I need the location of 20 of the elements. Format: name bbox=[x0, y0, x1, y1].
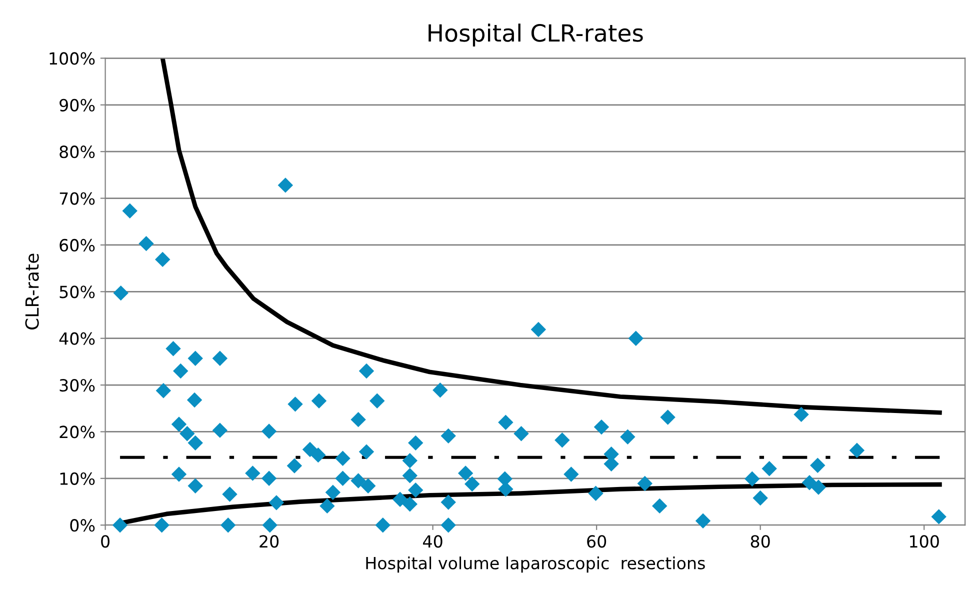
y-tick-label: 0% bbox=[70, 519, 95, 532]
y-tick-label: 60% bbox=[60, 238, 95, 252]
y-tick-label: 30% bbox=[60, 378, 95, 392]
x-tick-label: 60 bbox=[587, 535, 606, 548]
x-tick-label: 80 bbox=[750, 535, 770, 548]
y-tick-label: 80% bbox=[60, 146, 95, 158]
y-tick-label: 90% bbox=[60, 98, 95, 112]
chart-title: Hospital CLR-rates bbox=[428, 24, 643, 46]
y-tick-label: 40% bbox=[59, 332, 95, 345]
x-tick-label: 0 bbox=[101, 535, 110, 548]
y-tick-label: 10% bbox=[60, 472, 95, 485]
x-tick-label: 100 bbox=[910, 535, 939, 548]
x-tick-label: 20 bbox=[260, 535, 279, 548]
y-axis-title: CLR-rate bbox=[25, 254, 39, 330]
x-tick-label: 40 bbox=[423, 535, 442, 548]
y-tick-label: 20% bbox=[60, 426, 95, 438]
x-axis-title: Hospital volume laparoscopic resections bbox=[366, 556, 705, 573]
y-tick-label: 100% bbox=[50, 52, 95, 65]
y-tick-label: 70% bbox=[60, 192, 95, 205]
y-tick-label: 50% bbox=[60, 286, 95, 298]
